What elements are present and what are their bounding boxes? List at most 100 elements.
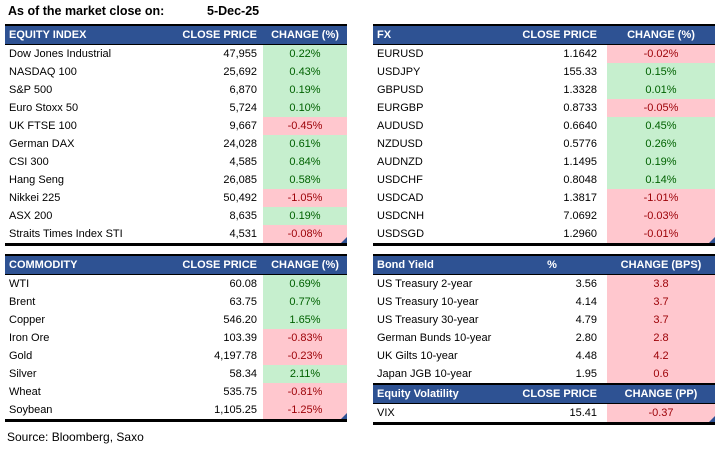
instrument-name: NZDUSD [377, 138, 423, 150]
instrument-name: German DAX [9, 138, 75, 150]
instrument-name: Hang Seng [9, 174, 65, 186]
fx-table-header: FX CLOSE PRICE CHANGE (%) [373, 24, 715, 45]
column-header-change: CHANGE (%) [627, 29, 695, 41]
table-row: USDCAD 1.3817 -1.01% [373, 189, 715, 207]
instrument-name: ASX 200 [9, 210, 53, 222]
table-row: German DAX 24,028 0.61% [5, 135, 347, 153]
table-row: Copper 546.20 1.65% [5, 311, 347, 329]
close-price: 4,531 [229, 228, 257, 240]
instrument-name: Gold [9, 350, 33, 362]
instrument-name: Japan JGB 10-year [377, 368, 472, 380]
close-price: 1.1495 [563, 156, 597, 168]
table-row: NASDAQ 100 25,692 0.43% [5, 63, 347, 81]
instrument-name: USDCHF [377, 174, 423, 186]
column-header-change: CHANGE (PP) [624, 388, 698, 400]
change-value: 2.8 [607, 329, 715, 347]
change-value: 0.77% [263, 293, 347, 311]
instrument-name: German Bunds 10-year [377, 332, 492, 344]
table-row: CSI 300 4,585 0.84% [5, 153, 347, 171]
table-row: Soybean 1,105.25 -1.25% [5, 401, 347, 419]
column-header-change: CHANGE (%) [271, 29, 339, 41]
column-header-change: CHANGE (BPS) [620, 259, 702, 271]
fx-table: FX CLOSE PRICE CHANGE (%) EURUSD 1.1642 -0… [373, 24, 715, 246]
change-value: 0.10% [263, 99, 347, 117]
as-of-label: As of the market close on: [8, 4, 165, 18]
close-price: 155.33 [563, 66, 597, 78]
close-price: 4,197.78 [214, 350, 257, 362]
instrument-name: GBPUSD [377, 84, 424, 96]
change-value: 4.2 [607, 347, 715, 365]
close-price: 535.75 [223, 386, 257, 398]
change-value: 0.43% [263, 63, 347, 81]
change-value: 1.65% [263, 311, 347, 329]
table-row: USDCHF 0.8048 0.14% [373, 171, 715, 189]
column-header-percent: % [547, 259, 557, 271]
as-of-date: 5-Dec-25 [207, 4, 260, 18]
column-header-instrument: Bond Yield [377, 259, 434, 271]
table-row: Hang Seng 26,085 0.58% [5, 171, 347, 189]
table-row: Wheat 535.75 -0.81% [5, 383, 347, 401]
equity-volatility-table-header: Equity Volatility CLOSE PRICE CHANGE (PP… [373, 383, 715, 404]
close-price: 24,028 [223, 138, 257, 150]
instrument-name: AUDNZD [377, 156, 423, 168]
instrument-name: Brent [9, 296, 36, 308]
instrument-name: EURGBP [377, 102, 424, 114]
table-row: Dow Jones Industrial 47,955 0.22% [5, 45, 347, 63]
close-price: 546.20 [223, 314, 257, 326]
table-row: USDJPY 155.33 0.15% [373, 63, 715, 81]
table-row: USDSGD 1.2960 -0.01% [373, 225, 715, 243]
change-value: 0.14% [607, 171, 715, 189]
instrument-name: Wheat [9, 386, 41, 398]
instrument-name: NASDAQ 100 [9, 66, 77, 78]
instrument-name: US Treasury 10-year [377, 296, 479, 308]
change-value: -0.37 [607, 404, 715, 422]
close-price: 4,585 [229, 156, 257, 168]
close-price: 1.95 [575, 368, 597, 380]
change-value: 0.01% [607, 81, 715, 99]
close-price: 6,870 [229, 84, 257, 96]
close-price: 0.8733 [563, 102, 597, 114]
close-price: 4.14 [575, 296, 597, 308]
close-price: 8,635 [229, 210, 257, 222]
close-price: 1.3817 [563, 192, 597, 204]
table-row: UK FTSE 100 9,667 -0.45% [5, 117, 347, 135]
instrument-name: Nikkei 225 [9, 192, 61, 204]
column-header-close-price: CLOSE PRICE [182, 259, 257, 271]
close-price: 0.8048 [563, 174, 597, 186]
change-value: -1.25% [263, 401, 347, 419]
column-header-instrument: FX [377, 29, 392, 41]
change-value: 0.6 [607, 365, 715, 383]
column-header-close-price: CLOSE PRICE [522, 29, 597, 41]
equity-volatility-table-body: VIX 15.41 -0.37 [373, 404, 715, 422]
source-note: Source: Bloomberg, Saxo [7, 430, 144, 444]
change-value: -0.81% [263, 383, 347, 401]
change-value: 0.84% [263, 153, 347, 171]
column-header-instrument: Equity Volatility [377, 388, 459, 400]
instrument-name: WTI [9, 278, 30, 290]
instrument-name: CSI 300 [9, 156, 49, 168]
close-price: 7.0692 [563, 210, 597, 222]
table-row: AUDNZD 1.1495 0.19% [373, 153, 715, 171]
table-row: VIX 15.41 -0.37 [373, 404, 715, 422]
change-value: 3.7 [607, 293, 715, 311]
table-row: Japan JGB 10-year 1.95 0.6 [373, 365, 715, 383]
change-value: 0.19% [607, 153, 715, 171]
close-price: 0.5776 [563, 138, 597, 150]
instrument-name: Straits Times Index STI [9, 228, 123, 240]
column-header-change: CHANGE (%) [271, 259, 339, 271]
close-price: 3.56 [575, 278, 597, 290]
instrument-name: USDCAD [377, 192, 424, 204]
close-price: 58.34 [229, 368, 257, 380]
column-header-instrument: COMMODITY [9, 259, 78, 271]
close-price: 47,955 [223, 48, 257, 60]
change-value: -0.05% [607, 99, 715, 117]
table-row: USDCNH 7.0692 -0.03% [373, 207, 715, 225]
table-row: Brent 63.75 0.77% [5, 293, 347, 311]
instrument-name: Copper [9, 314, 46, 326]
table-row: EURGBP 0.8733 -0.05% [373, 99, 715, 117]
instrument-name: Dow Jones Industrial [9, 48, 112, 60]
table-row: US Treasury 2-year 3.56 3.8 [373, 275, 715, 293]
change-value: 0.58% [263, 171, 347, 189]
table-row: US Treasury 30-year 4.79 3.7 [373, 311, 715, 329]
equity-index-table-header: EQUITY INDEX CLOSE PRICE CHANGE (%) [5, 24, 347, 45]
